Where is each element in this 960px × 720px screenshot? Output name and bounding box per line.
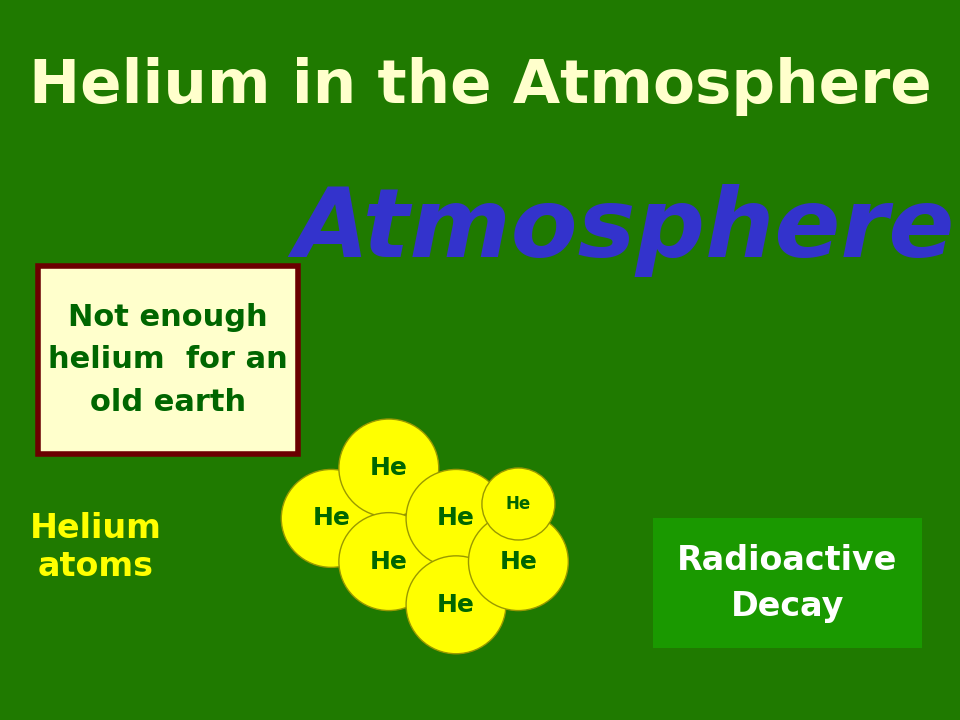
Text: He: He (506, 495, 531, 513)
Text: Atmosphere: Atmosphere (294, 184, 954, 277)
Text: He: He (437, 506, 475, 531)
Text: He: He (370, 549, 408, 574)
Ellipse shape (406, 469, 506, 567)
Ellipse shape (281, 469, 381, 567)
Ellipse shape (482, 468, 555, 540)
Text: He: He (437, 593, 475, 617)
Text: Helium in the Atmosphere: Helium in the Atmosphere (29, 57, 931, 116)
Ellipse shape (339, 419, 439, 517)
Text: He: He (312, 506, 350, 531)
Text: Radioactive
Decay: Radioactive Decay (677, 544, 898, 623)
Text: He: He (499, 549, 538, 574)
Text: Not enough
helium  for an
old earth: Not enough helium for an old earth (48, 302, 288, 418)
FancyBboxPatch shape (653, 518, 922, 648)
Text: Helium
atoms: Helium atoms (30, 512, 162, 582)
FancyBboxPatch shape (38, 266, 298, 454)
Ellipse shape (339, 513, 439, 611)
Ellipse shape (468, 513, 568, 611)
Ellipse shape (406, 556, 506, 654)
Text: He: He (370, 456, 408, 480)
